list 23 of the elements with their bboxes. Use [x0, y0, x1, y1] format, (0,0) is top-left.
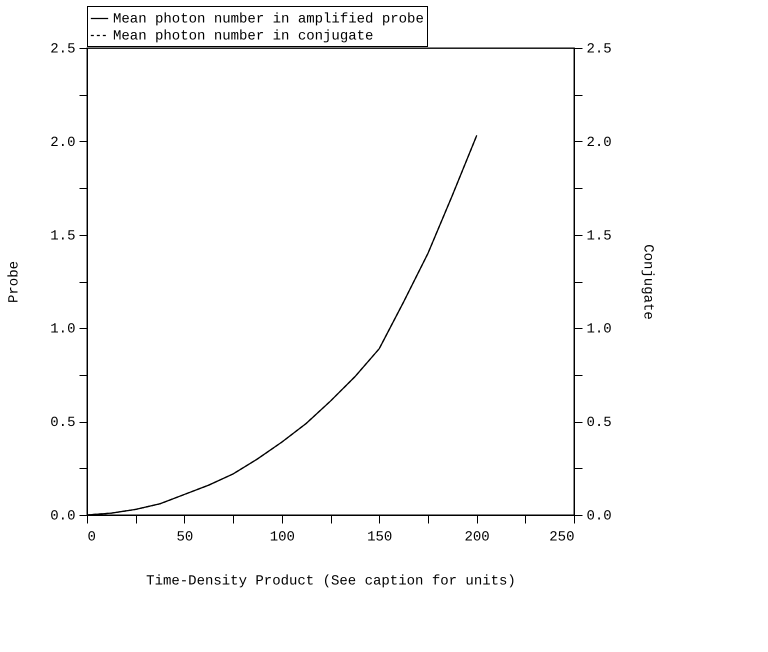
x-tick-label: 100 [270, 530, 295, 546]
legend-label: Mean photon number in conjugate [113, 28, 374, 44]
y2-tick-label: 1.5 [586, 228, 612, 244]
y-tick-label: 1.5 [50, 228, 76, 244]
y-tick-label: 2.5 [50, 42, 76, 58]
y2-tick-label: 0.5 [586, 415, 612, 432]
x-tick-label: 200 [464, 530, 490, 546]
y-tick-label: 0.0 [50, 508, 76, 524]
x-tick-label: 50 [176, 530, 194, 546]
y2-axis-title: Conjugate [640, 244, 656, 320]
legend-label: Mean photon number in amplified probe [113, 12, 424, 28]
x-tick-label: 0 [88, 530, 96, 546]
y2-tick-label: 2.5 [586, 42, 612, 58]
x-tick-label: 150 [367, 530, 392, 546]
y-tick-label: 1.0 [50, 322, 76, 338]
y2-tick-label: 0.0 [586, 508, 612, 524]
y-tick-label: 0.5 [50, 415, 76, 432]
y2-tick-label: 1.0 [586, 322, 612, 338]
y2-tick-label: 2.0 [586, 134, 612, 151]
x-tick-label: 250 [549, 530, 574, 546]
x-axis-title: Time-Density Product (See caption for units) [146, 574, 516, 590]
y-axis-title: Probe [6, 260, 22, 304]
y-tick-label: 2.0 [50, 134, 76, 151]
